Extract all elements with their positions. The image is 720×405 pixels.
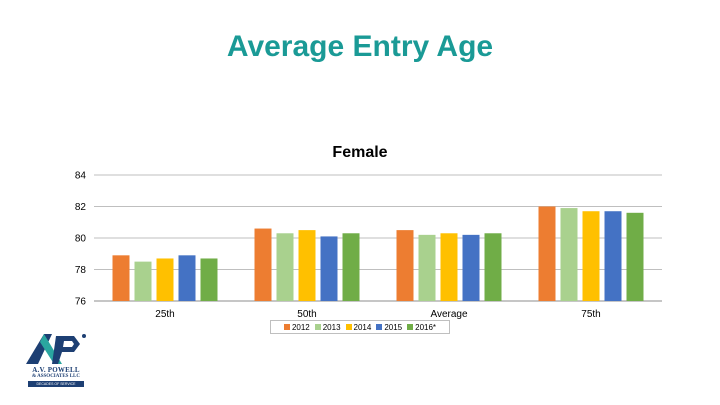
legend-label: 2013 bbox=[322, 322, 341, 332]
chart-title: Female bbox=[332, 144, 388, 161]
y-tick-label: 76 bbox=[75, 297, 87, 308]
bar-2012-50th bbox=[254, 228, 272, 301]
legend-swatch bbox=[345, 324, 352, 330]
bar-2016-50th bbox=[342, 233, 360, 301]
logo-subname: & ASSOCIATES LLC bbox=[32, 374, 80, 379]
bar-2015-75th bbox=[604, 211, 622, 301]
y-tick-label: 78 bbox=[75, 265, 87, 276]
legend-item: 2016* bbox=[407, 323, 436, 332]
bar-2016-average bbox=[484, 233, 502, 301]
bar-2016-75th bbox=[626, 212, 644, 301]
legend-label: 2016* bbox=[415, 322, 437, 332]
legend-label: 2014 bbox=[353, 322, 372, 332]
y-tick-label: 84 bbox=[75, 171, 87, 182]
legend-item: 2015 bbox=[376, 323, 402, 332]
logo-tagline: DECADES OF SERVICE bbox=[28, 381, 84, 387]
x-tick-label: Average bbox=[430, 309, 468, 320]
bar-2012-average bbox=[396, 230, 414, 301]
logo-mark-icon bbox=[26, 334, 86, 364]
bar-2015-50th bbox=[320, 236, 338, 301]
company-logo: A.V. POWELL & ASSOCIATES LLC DECADES OF … bbox=[22, 330, 90, 392]
bar-2015-average bbox=[462, 234, 480, 301]
legend-label: 2015 bbox=[384, 322, 403, 332]
x-tick-label: 50th bbox=[297, 309, 316, 320]
legend-swatch bbox=[283, 324, 290, 330]
legend-swatch bbox=[376, 324, 383, 330]
bar-2013-50th bbox=[276, 233, 294, 301]
bar-2013-average bbox=[418, 234, 436, 301]
bar-2013-25th bbox=[134, 261, 152, 301]
slide-title: Average Entry Age bbox=[226, 30, 494, 63]
logo-name: A.V. POWELL bbox=[32, 366, 80, 374]
legend-item: 2012 bbox=[283, 322, 310, 332]
bar-2016-25th bbox=[200, 258, 218, 301]
y-tick-label: 80 bbox=[75, 234, 87, 245]
x-tick-label: 75th bbox=[581, 309, 600, 320]
legend-label: 2012 bbox=[291, 322, 310, 332]
legend-item: 2013 bbox=[314, 322, 341, 332]
bar-2014-average bbox=[440, 233, 458, 301]
bar-2013-75th bbox=[560, 208, 578, 301]
bar-2014-50th bbox=[298, 230, 316, 301]
legend-swatch bbox=[407, 324, 414, 330]
bar-2012-75th bbox=[538, 206, 556, 301]
bar-2014-25th bbox=[156, 258, 174, 301]
y-tick-label: 82 bbox=[75, 202, 87, 213]
bar-2014-75th bbox=[582, 211, 600, 301]
legend-item: 2014 bbox=[345, 322, 372, 332]
bar-2015-25th bbox=[178, 255, 196, 301]
x-tick-label: 25th bbox=[155, 309, 174, 320]
legend-swatch bbox=[314, 324, 321, 330]
chart-legend: 2012 2013 2014 2015 2016* bbox=[270, 320, 450, 334]
bar-2012-25th bbox=[112, 255, 130, 301]
